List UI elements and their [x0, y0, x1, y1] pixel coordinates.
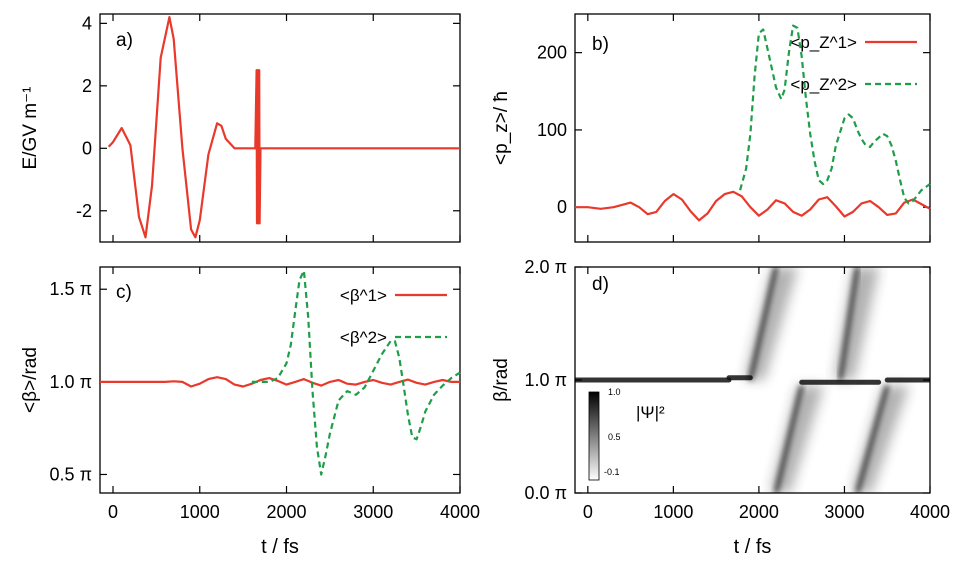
colorbar-tick-mid: 0.5 [608, 432, 621, 442]
plot-frame [99, 266, 461, 494]
colorbar-tick-top: 1.0 [608, 387, 621, 397]
x-axis-label: t / fs [734, 536, 772, 558]
series-line-1 [107, 16, 460, 239]
x-tick-label: 2000 [266, 502, 306, 522]
x-tick-label: 1000 [653, 502, 693, 522]
y-tick-label: 1.0 π [50, 372, 92, 392]
legend-label-2: <p_Z^2> [790, 75, 857, 94]
series-line-1 [100, 376, 460, 388]
legend-label-1: <β^1> [340, 286, 387, 305]
panel-a-efield: -2 0 2 4 E/GV m⁻¹ a) [20, 13, 461, 243]
y-tick-label: 0 [557, 197, 567, 217]
panel-label: a) [116, 30, 133, 51]
heatmap-ridge-2 [748, 267, 778, 381]
y-axis-label: <β>/rad [20, 347, 41, 413]
x-tick-label: 4000 [440, 502, 480, 522]
y-tick-label: 2 [82, 76, 92, 96]
series-line-1 [575, 190, 931, 222]
heatmap-ridge-6 [855, 385, 890, 493]
colorbar: 1.0 0.5 -0.1 |Ψ|² [588, 387, 665, 481]
x-tick-label: 0 [583, 502, 593, 522]
legend-label-2: <β^2> [340, 328, 387, 347]
plot-frame [574, 13, 931, 243]
panel-d-wavefunction-heatmap: 1.0 0.5 -0.1 |Ψ|² 0 1000 2000 3000 4000 0.0 π… [491, 257, 950, 558]
x-tick-label: 4000 [910, 502, 950, 522]
heatmap-ridge-5 [838, 267, 860, 381]
series-line-2 [739, 24, 931, 205]
panel-b-momentum: 0 100 200 <p_z>/ ħ b) <p_Z^1> <p_Z^2> [491, 13, 931, 243]
y-axis-label: β/rad [491, 358, 512, 402]
y-tick-label: -2 [76, 201, 92, 221]
panel-label: b) [592, 34, 609, 55]
colorbar-gradient [588, 391, 600, 481]
y-tick-label: 2.0 π [525, 257, 567, 277]
x-tick-label: 3000 [353, 502, 393, 522]
x-axis-label: t / fs [261, 536, 299, 558]
y-tick-label: 1.0 π [525, 370, 567, 390]
y-tick-label: 200 [537, 43, 567, 63]
panel-label: c) [116, 282, 132, 303]
legend-label-1: <p_Z^1> [790, 33, 857, 52]
y-tick-label: 100 [537, 120, 567, 140]
panel-label: d) [592, 274, 609, 295]
panel-c-beta-mean: 0 1000 2000 3000 4000 0.5 π 1.0 π 1.5 π t / fs <β… [20, 266, 480, 558]
y-axis-label: <p_z>/ ħ [491, 91, 512, 165]
x-tick-label: 1000 [180, 502, 220, 522]
x-tick-label: 0 [108, 502, 118, 522]
x-tick-label: 2000 [739, 502, 779, 522]
heatmap-ridge-3 [774, 385, 804, 493]
heatmap-area [575, 267, 930, 493]
y-tick-label: 0.0 π [525, 483, 567, 503]
y-tick-label: 4 [82, 13, 92, 33]
plot-frame [99, 13, 461, 243]
y-tick-label: 0.5 π [50, 464, 92, 484]
colorbar-label: |Ψ|² [636, 403, 665, 422]
y-tick-label: 1.5 π [50, 279, 92, 299]
colorbar-tick-bottom: -0.1 [604, 467, 620, 477]
y-tick-label: 0 [82, 138, 92, 158]
x-tick-label: 3000 [824, 502, 864, 522]
y-axis-label: E/GV m⁻¹ [20, 87, 41, 170]
